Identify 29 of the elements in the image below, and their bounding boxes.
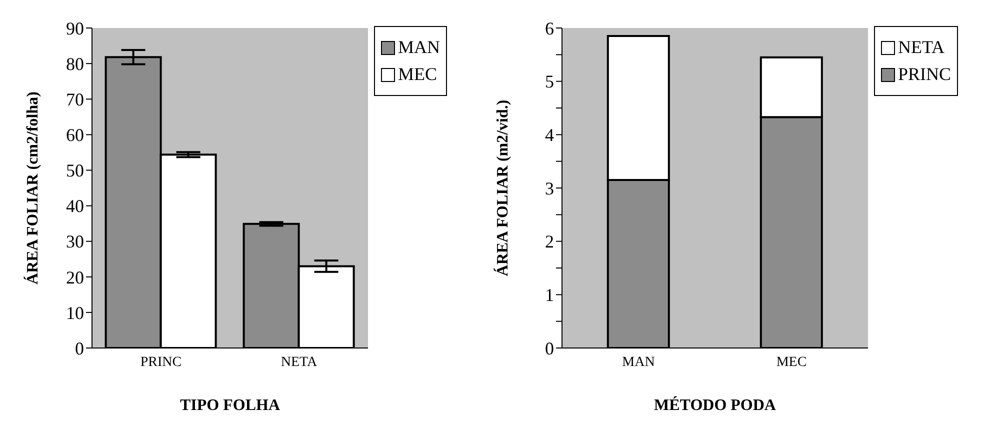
x-axis-title: MÉTODO PODA [654, 396, 776, 414]
y-tick-label: 3 [545, 178, 554, 198]
y-tick-label: 80 [66, 54, 84, 74]
legend-label: MEC [398, 64, 438, 85]
y-tick-label: 10 [66, 302, 84, 323]
x-tick-label: MEC [776, 354, 807, 370]
legend-label: PRINC [898, 64, 952, 85]
y-tick-label: 2 [545, 232, 554, 252]
x-axis-title: TIPO FOLHA [180, 397, 280, 414]
y-tick-label: 70 [66, 90, 84, 110]
y-tick-label: 5 [545, 72, 554, 92]
y-tick-label: 90 [66, 18, 84, 38]
y-tick-label: 0 [545, 338, 554, 358]
legend-label: NETA [898, 37, 945, 58]
y-tick-label: 1 [545, 285, 554, 306]
y-tick-label: 6 [545, 18, 554, 38]
y-tick-label: 50 [66, 160, 84, 181]
y-axis-title: ÁREA FOLIAR (cm2/folha) [24, 92, 42, 284]
y-tick-label: 40 [66, 196, 84, 216]
y-axis-title: ÁREA FOLIAR (m2/vid.) [494, 100, 512, 276]
y-tick-label: 60 [66, 125, 84, 146]
x-tick-label: MAN [622, 354, 655, 370]
x-tick-label: NETA [280, 354, 318, 370]
y-tick-label: 4 [545, 125, 554, 146]
legend-label: MAN [398, 37, 440, 58]
y-tick-label: 30 [66, 232, 84, 252]
y-tick-label: 0 [75, 338, 84, 358]
x-tick-label: PRINC [140, 354, 182, 370]
y-tick-label: 20 [66, 267, 84, 288]
